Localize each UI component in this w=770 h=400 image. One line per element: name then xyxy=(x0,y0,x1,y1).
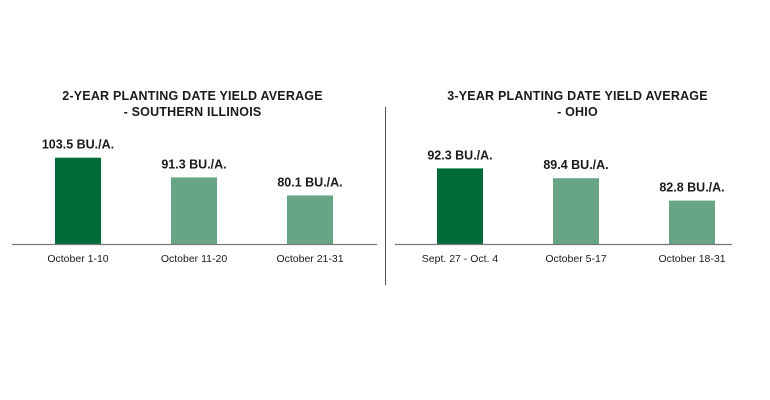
bar-chart-svg: 92.3 BU./A. Sept. 27 - Oct. 4 89.4 BU./A. O… xyxy=(395,148,732,265)
chart-title-line-2: - SOUTHERN ILLINOIS xyxy=(123,105,262,119)
bar-2 xyxy=(171,177,217,244)
chart-title-line-2: - OHIO xyxy=(557,105,598,119)
bar-2 xyxy=(553,178,599,244)
bar-chart-svg: 103.5 BU./A. October 1-10 91.3 BU./A. Octob… xyxy=(12,138,377,265)
bar-3 xyxy=(287,195,333,244)
category-label: October 21-31 xyxy=(276,253,343,265)
chart-title: 3-YEAR PLANTING DATE YIELD AVERAGE - OHI… xyxy=(385,88,770,120)
category-label: October 1-10 xyxy=(47,253,108,265)
bar-3 xyxy=(669,200,715,244)
chart-ohio: 3-YEAR PLANTING DATE YIELD AVERAGE - OHI… xyxy=(385,0,770,400)
category-label: October 5-17 xyxy=(545,253,606,265)
value-label: 92.3 BU./A. xyxy=(427,148,492,162)
category-label: October 11-20 xyxy=(161,253,228,265)
value-label: 103.5 BU./A. xyxy=(42,138,114,152)
bar-1 xyxy=(437,168,483,244)
chart-title-line-1: 3-YEAR PLANTING DATE YIELD AVERAGE xyxy=(447,89,708,103)
category-label: Sept. 27 - Oct. 4 xyxy=(422,253,499,265)
category-label: October 18-31 xyxy=(658,253,725,265)
value-label: 82.8 BU./A. xyxy=(659,181,724,195)
value-label: 91.3 BU./A. xyxy=(161,157,226,171)
chart-title-line-1: 2-YEAR PLANTING DATE YIELD AVERAGE xyxy=(62,89,323,103)
chart-southern-illinois: 2-YEAR PLANTING DATE YIELD AVERAGE - SOU… xyxy=(0,88,385,265)
chart-title: 2-YEAR PLANTING DATE YIELD AVERAGE - SOU… xyxy=(0,88,385,120)
value-label: 80.1 BU./A. xyxy=(277,175,342,189)
bar-1 xyxy=(55,157,101,244)
panel-divider xyxy=(385,107,386,285)
value-label: 89.4 BU./A. xyxy=(543,158,608,172)
